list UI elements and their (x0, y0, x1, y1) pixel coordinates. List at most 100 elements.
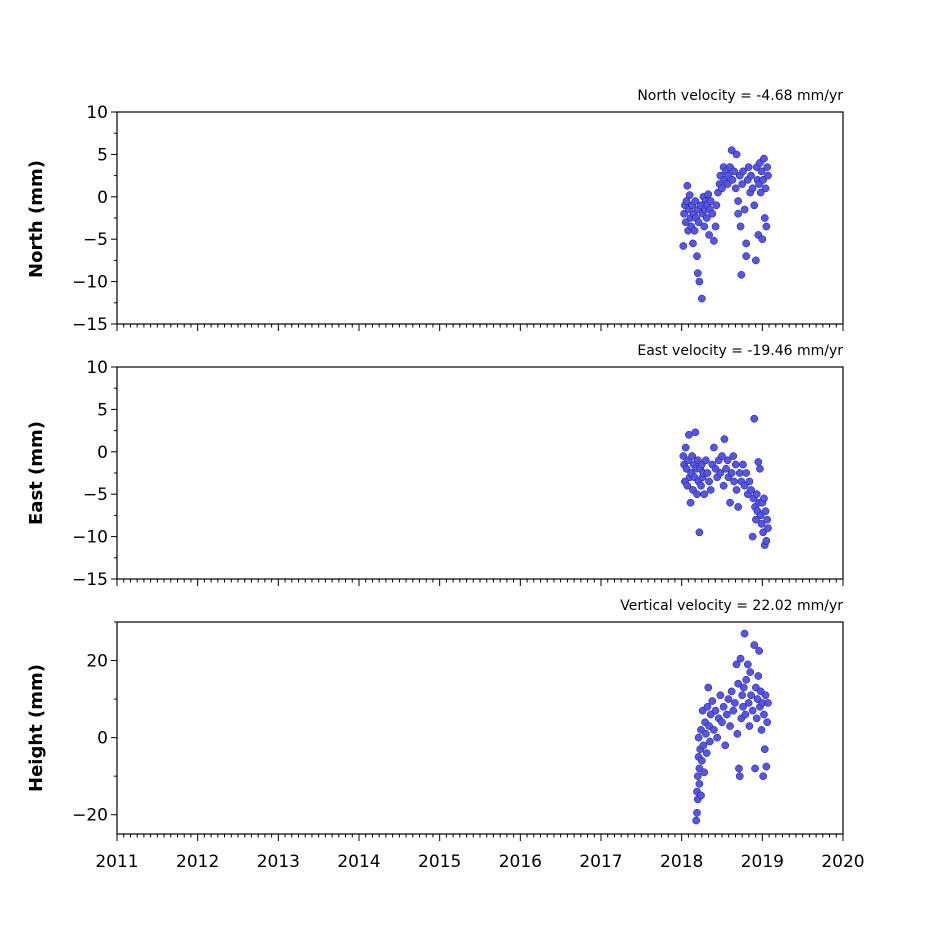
north-data-point (689, 239, 697, 248)
east-data-point (723, 456, 732, 465)
height-data-point (739, 702, 747, 711)
east-data-point (730, 477, 738, 486)
east-tick-marks (111, 366, 844, 586)
east-data-point (762, 536, 771, 545)
north-data-point (718, 184, 726, 193)
height-data-point (735, 764, 743, 773)
height-data-point (713, 733, 722, 742)
north-data-point (681, 218, 690, 227)
north-y-tick-label: −5 (83, 230, 108, 250)
north-data-points (679, 146, 772, 303)
north-y-tick-labels: 10 5 0 −5 −10 −15 (72, 103, 108, 335)
north-data-point (758, 235, 767, 244)
north-y-tick-label: 10 (86, 103, 108, 123)
north-data-point (730, 167, 738, 176)
east-data-point (760, 494, 768, 503)
north-data-point (764, 171, 772, 180)
north-data-point (760, 154, 768, 163)
north-data-point (757, 167, 766, 176)
north-data-point (756, 188, 765, 197)
north-data-point (723, 180, 732, 188)
east-axis-label: East (mm) (26, 421, 47, 525)
x-tick-label: 2016 (499, 852, 542, 872)
height-data-point (697, 791, 705, 800)
height-data-point (711, 706, 720, 715)
east-data-point (697, 481, 705, 490)
east-data-point (693, 490, 701, 499)
x-tick-label: 2020 (821, 852, 864, 872)
east-data-point (759, 528, 767, 537)
height-data-point (722, 710, 731, 719)
height-data-point (697, 756, 706, 765)
north-data-point (742, 239, 751, 248)
east-y-tick-label: −5 (83, 485, 108, 505)
east-data-point (688, 452, 697, 460)
north-y-tick-label: −10 (72, 273, 108, 293)
north-data-point (760, 214, 769, 222)
height-data-point (761, 691, 770, 700)
north-data-point (742, 252, 751, 261)
north-data-point (708, 209, 717, 218)
height-data-point (764, 699, 772, 707)
x-tick-label: 2014 (337, 852, 380, 872)
east-data-point (702, 456, 710, 465)
x-tick-label: 2013 (257, 852, 300, 872)
north-panel: North velocity = -4.68 mm/yr North (mm) … (26, 88, 844, 335)
north-y-tick-label: 5 (97, 145, 108, 165)
height-data-point (745, 722, 754, 730)
x-tick-label: 2015 (418, 852, 461, 872)
height-y-tick-label: 0 (97, 729, 108, 749)
height-data-points (692, 629, 772, 825)
east-data-point (700, 490, 709, 499)
east-data-point (745, 477, 754, 486)
north-data-point (685, 191, 694, 199)
east-data-point (739, 460, 747, 469)
height-data-point (743, 660, 752, 669)
height-data-point (693, 808, 701, 817)
height-y-tick-label: −20 (72, 806, 108, 826)
east-data-point (732, 486, 741, 494)
north-data-point (705, 231, 713, 239)
north-y-tick-label: −15 (72, 315, 108, 335)
height-velocity-label: Vertical velocity = 22.02 mm/yr (620, 598, 843, 614)
east-data-point (691, 428, 700, 437)
north-data-point (731, 184, 740, 193)
height-data-point (693, 772, 702, 781)
height-data-point (735, 772, 744, 781)
east-panel: East velocity = -19.46 mm/yr East (mm) 1… (26, 343, 844, 590)
east-data-point (752, 515, 760, 524)
east-data-point (695, 528, 704, 537)
north-data-point (693, 269, 702, 277)
east-data-point (764, 524, 772, 532)
north-data-point (763, 163, 772, 171)
height-data-point (747, 691, 755, 700)
east-data-point (740, 481, 749, 490)
height-data-point (702, 749, 711, 757)
east-data-point (686, 498, 695, 507)
north-data-point (693, 252, 701, 261)
north-data-point (695, 277, 704, 286)
north-data-point (759, 175, 767, 184)
height-data-point (704, 683, 713, 692)
height-data-point (750, 641, 759, 649)
east-data-point (703, 469, 712, 477)
height-data-point (710, 726, 718, 734)
north-data-point (711, 222, 720, 231)
east-data-point (685, 430, 693, 439)
east-data-point (727, 469, 736, 477)
height-data-point (760, 710, 768, 719)
height-data-point (751, 764, 759, 773)
height-data-point (699, 741, 708, 750)
height-data-point (692, 816, 701, 825)
east-data-point (683, 481, 692, 490)
north-data-point (761, 184, 770, 193)
height-data-point (740, 629, 749, 638)
east-data-point (763, 515, 772, 524)
north-data-point (734, 197, 742, 205)
east-y-tick-label: 0 (97, 443, 108, 463)
east-data-point (718, 452, 726, 460)
east-y-tick-labels: 10 5 0 −5 −10 −15 (72, 358, 108, 590)
north-data-point (697, 294, 706, 303)
height-axis-label: Height (mm) (26, 664, 47, 792)
north-data-point (727, 146, 736, 155)
